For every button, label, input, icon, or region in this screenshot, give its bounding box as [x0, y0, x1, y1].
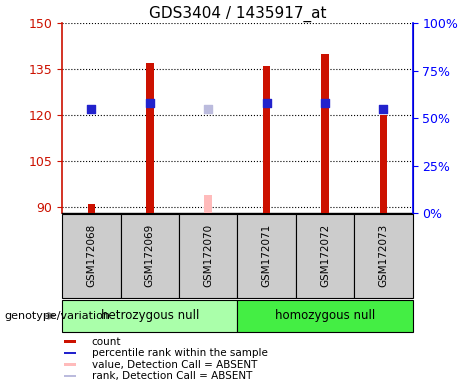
- Bar: [321, 54, 329, 213]
- Text: GSM172070: GSM172070: [203, 224, 213, 287]
- Bar: [64, 375, 76, 377]
- Text: GSM172069: GSM172069: [145, 224, 155, 287]
- Text: value, Detection Call = ABSENT: value, Detection Call = ABSENT: [92, 359, 257, 369]
- Text: rank, Detection Call = ABSENT: rank, Detection Call = ABSENT: [92, 371, 252, 381]
- Point: [263, 100, 270, 106]
- Text: count: count: [92, 337, 121, 347]
- Bar: [62, 214, 121, 298]
- Bar: [146, 63, 154, 213]
- Text: GSM172071: GSM172071: [261, 224, 272, 287]
- Text: hetrozygous null: hetrozygous null: [100, 310, 199, 322]
- Bar: [64, 341, 76, 343]
- Bar: [237, 214, 296, 298]
- Bar: [88, 204, 95, 213]
- Bar: [204, 195, 212, 213]
- Bar: [237, 300, 413, 332]
- Text: GSM172073: GSM172073: [378, 224, 389, 287]
- Bar: [64, 352, 76, 354]
- Point: [321, 100, 329, 106]
- Text: percentile rank within the sample: percentile rank within the sample: [92, 348, 267, 358]
- Text: genotype/variation: genotype/variation: [5, 311, 111, 321]
- Point: [88, 106, 95, 112]
- Bar: [379, 115, 387, 213]
- Title: GDS3404 / 1435917_at: GDS3404 / 1435917_at: [148, 5, 326, 22]
- Point: [380, 106, 387, 112]
- Point: [146, 100, 154, 106]
- Bar: [263, 66, 271, 213]
- Point: [205, 106, 212, 112]
- Bar: [296, 214, 354, 298]
- Bar: [179, 214, 237, 298]
- Bar: [62, 300, 237, 332]
- Bar: [121, 214, 179, 298]
- Bar: [354, 214, 413, 298]
- Bar: [64, 363, 76, 366]
- Text: homozygous null: homozygous null: [275, 310, 375, 322]
- Text: GSM172068: GSM172068: [86, 224, 96, 287]
- Text: GSM172072: GSM172072: [320, 224, 330, 287]
